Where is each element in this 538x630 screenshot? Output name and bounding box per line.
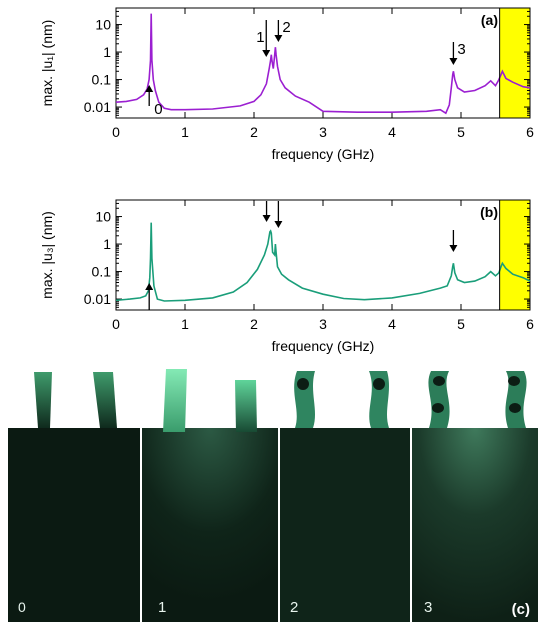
annotation-arrow: 0 bbox=[145, 85, 163, 118]
y-tick-label: 1 bbox=[103, 44, 111, 60]
annotation-label: 2 bbox=[282, 19, 290, 36]
x-axis-ticks: 0 1 2 3 4 5 6 bbox=[112, 200, 534, 332]
x-axis-label: frequency (GHz) bbox=[272, 146, 375, 162]
frame-label: 0 bbox=[18, 599, 26, 615]
y-tick-label: 0.1 bbox=[92, 264, 112, 280]
y-axis-label: max. |u₃| (nm) bbox=[39, 211, 55, 299]
annotation-arrow: 1 bbox=[256, 20, 271, 57]
y-tick-label: 0.1 bbox=[92, 72, 112, 88]
annotation-label: 3 bbox=[457, 41, 465, 58]
mode-frame-1: 1 bbox=[142, 369, 278, 622]
annotation-arrow bbox=[262, 201, 271, 222]
annotation-arrow bbox=[449, 230, 458, 252]
mode-shape-images: 0 1 2 3 (c) bbox=[8, 369, 538, 622]
annotation-arrow: 3 bbox=[449, 41, 466, 65]
panel-label: (a) bbox=[481, 12, 498, 28]
x-tick-label: 4 bbox=[388, 124, 396, 140]
y-axis-label: max. |u₁| (nm) bbox=[39, 20, 55, 107]
x-tick-label: 0 bbox=[112, 316, 120, 332]
annotation-arrows bbox=[145, 201, 458, 310]
x-axis-ticks: 0 1 2 3 4 5 6 bbox=[112, 8, 534, 140]
annotation-arrow: 2 bbox=[274, 19, 291, 42]
annotation-arrows: 0 1 2 3 bbox=[145, 19, 466, 118]
series-line bbox=[115, 13, 531, 115]
chart-panel-a: 0.01 0.1 1 10 0 1 2 3 4 5 6 0 1 2 3 (a) frequency (G… bbox=[39, 7, 534, 162]
x-tick-label: 3 bbox=[319, 316, 327, 332]
annotation-label: 0 bbox=[154, 101, 162, 118]
x-tick-label: 1 bbox=[181, 124, 189, 140]
x-tick-label: 6 bbox=[526, 124, 534, 140]
x-tick-label: 4 bbox=[388, 316, 396, 332]
highlight-band bbox=[499, 200, 530, 310]
x-tick-label: 0 bbox=[112, 124, 120, 140]
x-axis-label: frequency (GHz) bbox=[272, 338, 375, 354]
x-tick-label: 5 bbox=[457, 316, 465, 332]
y-tick-label: 10 bbox=[95, 209, 111, 225]
frame-label: 3 bbox=[424, 599, 432, 616]
x-tick-label: 2 bbox=[250, 316, 258, 332]
highlight-band bbox=[499, 8, 530, 118]
x-tick-label: 6 bbox=[526, 316, 534, 332]
panel-label: (c) bbox=[512, 601, 530, 618]
y-tick-label: 0.01 bbox=[84, 291, 111, 307]
annotation-label: 1 bbox=[256, 29, 264, 46]
mode-frame-0: 0 bbox=[8, 372, 140, 622]
annotation-arrow bbox=[274, 201, 283, 228]
frame-label: 1 bbox=[158, 599, 166, 616]
x-tick-label: 2 bbox=[250, 124, 258, 140]
x-tick-label: 1 bbox=[181, 316, 189, 332]
x-tick-label: 5 bbox=[457, 124, 465, 140]
series-line bbox=[115, 222, 531, 302]
y-tick-label: 0.01 bbox=[84, 99, 111, 115]
chart-panel-b: 0.01 0.1 1 10 0 1 2 3 4 5 6 (b) frequency (GHz) m… bbox=[39, 199, 534, 354]
y-tick-label: 1 bbox=[103, 236, 111, 252]
mode-frame-2: 2 bbox=[280, 371, 410, 622]
mode-frame-3: 3 (c) bbox=[412, 371, 538, 622]
frame-label: 2 bbox=[290, 599, 298, 616]
x-tick-label: 3 bbox=[319, 124, 327, 140]
y-tick-label: 10 bbox=[95, 17, 111, 33]
plot-area-frame bbox=[115, 7, 531, 119]
panel-label: (b) bbox=[480, 204, 498, 220]
annotation-arrow bbox=[145, 283, 154, 310]
